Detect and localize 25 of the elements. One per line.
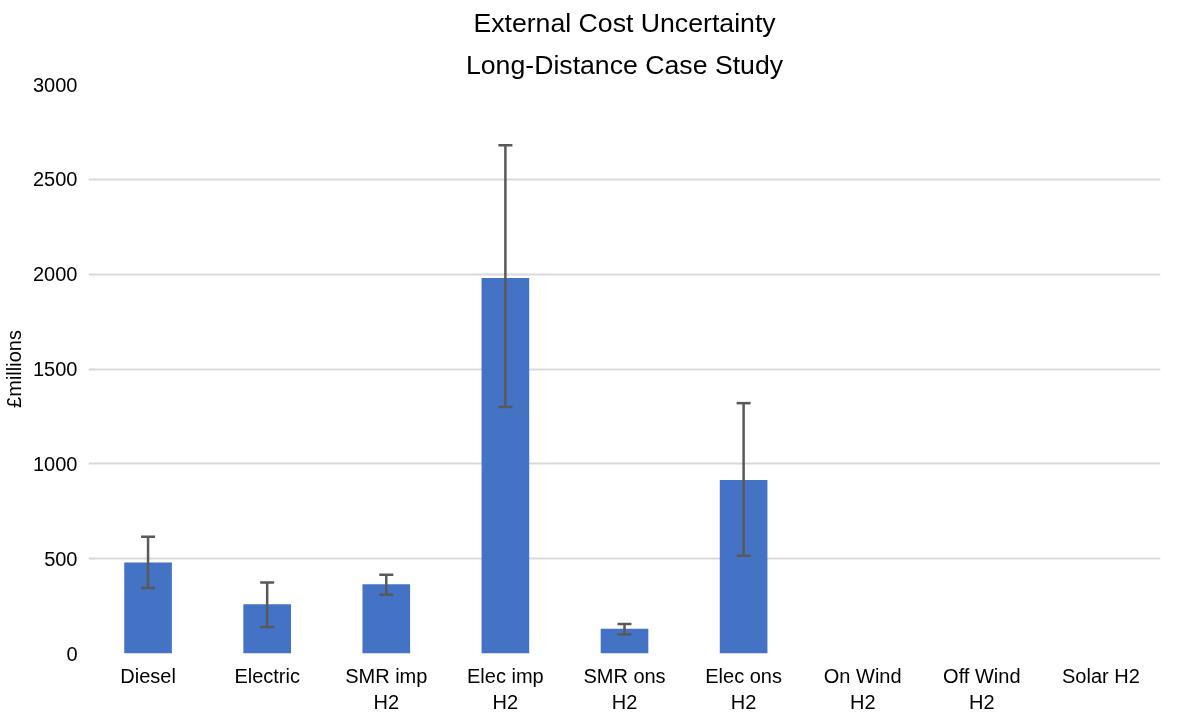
x-tick-label: SMR imp H2: [345, 664, 428, 713]
x-tick-label: Electric: [234, 664, 300, 687]
bar: [243, 604, 291, 654]
bar: [719, 479, 768, 654]
y-tick-label: 3000: [33, 73, 78, 96]
y-tick-label: 2000: [33, 263, 78, 286]
y-axis-title: £millions: [3, 330, 26, 408]
y-tick-label: 500: [44, 547, 78, 570]
chart-title: External Cost Uncertainty: [473, 7, 777, 38]
bar: [481, 277, 530, 654]
y-tick-label: 1000: [33, 452, 78, 475]
bar: [124, 562, 172, 654]
bar: [600, 628, 649, 654]
x-tick-label: Elec imp H2: [467, 664, 544, 713]
x-tick-label: Elec ons H2: [705, 664, 782, 713]
x-tick-label: Off Wind H2: [943, 664, 1021, 713]
y-tick-label: 0: [66, 642, 78, 665]
x-tick-label: SMR ons H2: [583, 664, 666, 713]
x-tick-label: On Wind H2: [823, 664, 902, 713]
x-tick-label: Solar H2: [1062, 664, 1140, 687]
y-tick-label: 2500: [33, 168, 78, 191]
bar: [362, 584, 411, 654]
chart-subtitle: Long-Distance Case Study: [465, 49, 784, 80]
x-tick-label: Diesel: [120, 664, 176, 687]
y-tick-label: 1500: [33, 358, 78, 380]
